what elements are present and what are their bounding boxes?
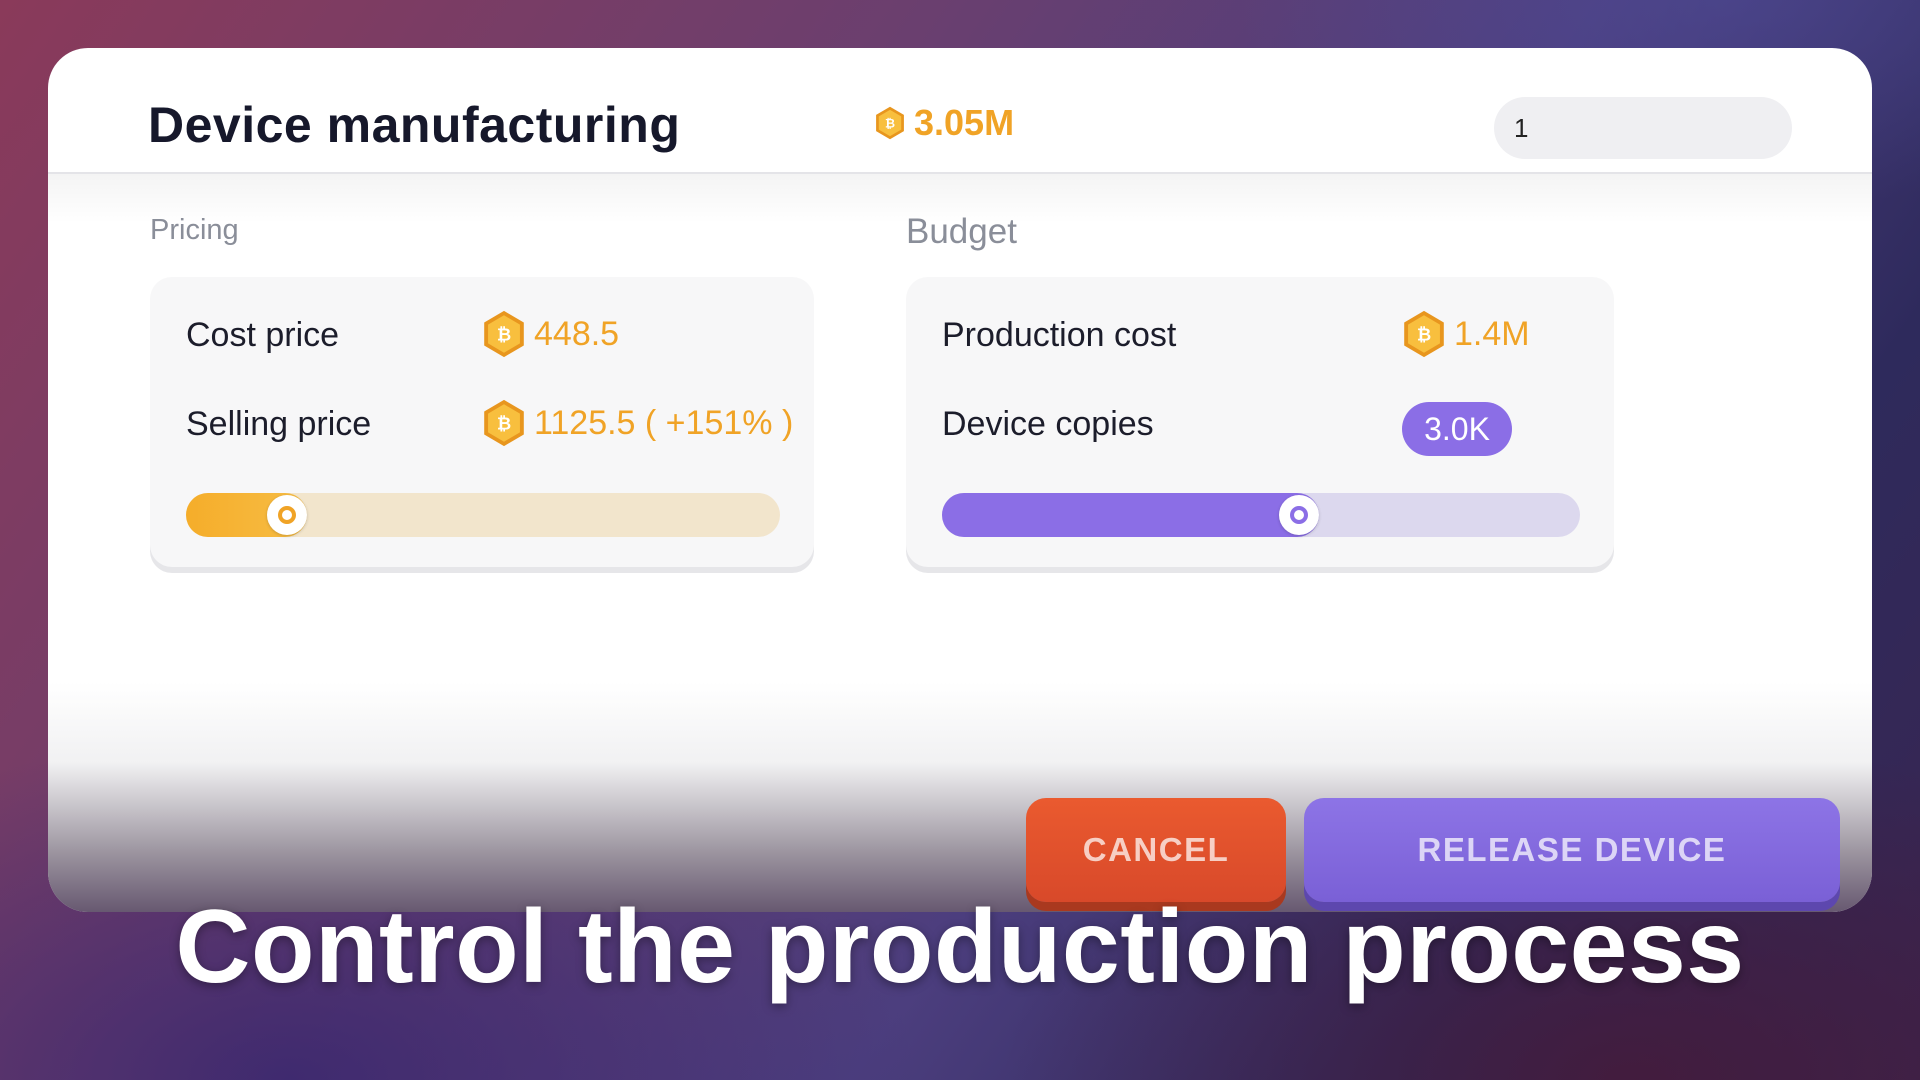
production-cost-amount: 1.4M xyxy=(1454,314,1530,353)
quantity-input[interactable] xyxy=(1494,97,1792,159)
selling-price-slider[interactable] xyxy=(186,493,780,537)
promo-caption: Control the production process xyxy=(175,889,1745,1005)
svg-text:₿: ₿ xyxy=(497,414,511,434)
cost-price-label: Cost price xyxy=(186,316,340,354)
svg-text:₿: ₿ xyxy=(497,325,511,345)
dialog-header: Device manufacturing ₿ 3.05M xyxy=(48,48,1872,224)
selling-price-label: Selling price xyxy=(186,405,372,443)
cost-price-value: ₿ 448.5 xyxy=(482,309,619,359)
device-copies-slider[interactable] xyxy=(942,493,1580,537)
budget-section-label: Budget xyxy=(906,212,1017,251)
selling-price-amount: 1125.5 ( +151% ) xyxy=(534,403,794,442)
balance-value: 3.05M xyxy=(914,102,1015,143)
bitcoin-coin-icon: ₿ xyxy=(484,399,524,447)
cancel-button[interactable]: CANCEL xyxy=(1026,798,1286,902)
pricing-panel: Cost price ₿ 448.5 Selling price ₿ 1125.… xyxy=(150,277,814,567)
bitcoin-coin-icon: ₿ xyxy=(876,106,904,140)
production-cost-value: ₿ 1.4M xyxy=(1402,309,1530,359)
svg-text:₿: ₿ xyxy=(1417,325,1431,345)
svg-text:₿: ₿ xyxy=(885,117,895,131)
bitcoin-coin-icon: ₿ xyxy=(484,310,524,358)
production-cost-label: Production cost xyxy=(942,316,1177,354)
device-copies-slider-fill xyxy=(942,493,1320,537)
selling-price-value: ₿ 1125.5 ( +151% ) xyxy=(482,398,793,448)
selling-price-slider-thumb[interactable] xyxy=(266,495,307,535)
dialog-title: Device manufacturing xyxy=(148,97,681,153)
pricing-section-label: Pricing xyxy=(150,214,239,246)
release-device-button[interactable]: RELEASE DEVICE xyxy=(1304,798,1840,902)
bitcoin-coin-icon: ₿ xyxy=(1404,310,1444,358)
device-copies-badge: 3.0K xyxy=(1402,402,1512,456)
device-copies-slider-thumb[interactable] xyxy=(1279,495,1320,535)
manufacturing-dialog: Device manufacturing ₿ 3.05M Pricing Bud… xyxy=(48,48,1872,912)
balance-display: ₿ 3.05M xyxy=(874,102,1014,144)
cost-price-amount: 448.5 xyxy=(534,314,620,353)
budget-panel: Production cost ₿ 1.4M Device copies 3.0… xyxy=(906,277,1614,567)
device-copies-label: Device copies xyxy=(942,405,1154,443)
